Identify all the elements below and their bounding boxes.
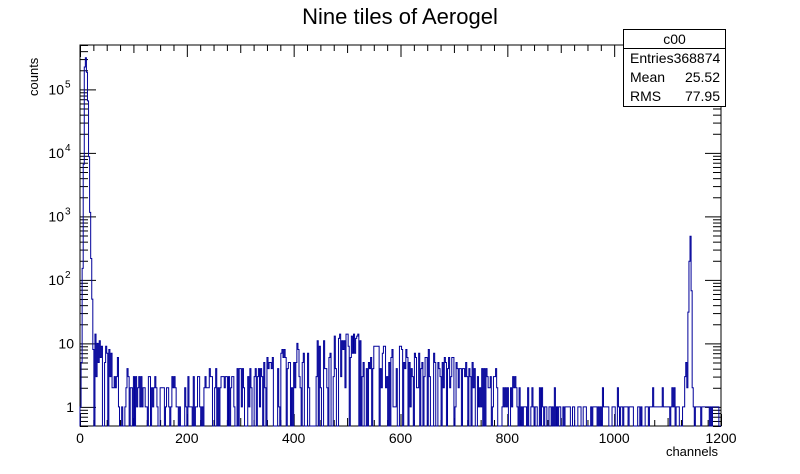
stats-box: c00 Entries 368874 Mean 25.52 RMS 77.95 — [623, 29, 726, 107]
y-tick-exponent: 3 — [65, 206, 71, 217]
x-tick-label: 400 — [282, 430, 306, 446]
histogram-line — [79, 57, 721, 427]
y-tick-label: 10 — [58, 335, 74, 351]
y-tick-exponent: 4 — [65, 143, 71, 154]
x-tick-label: 800 — [496, 430, 520, 446]
x-tick-label: 600 — [389, 430, 413, 446]
stats-box-title: c00 — [624, 30, 725, 49]
y-tick-exponent: 2 — [65, 270, 71, 281]
stats-value: 77.95 — [684, 88, 720, 104]
stats-value: 368874 — [673, 50, 721, 66]
stats-row-mean: Mean 25.52 — [624, 68, 725, 87]
x-tick-label: 0 — [76, 430, 84, 446]
stats-label: Mean — [630, 69, 666, 85]
y-tick-label: 1 — [66, 399, 74, 415]
x-tick-label: 1000 — [599, 430, 630, 446]
stats-value: 25.52 — [684, 69, 720, 85]
y-tick-exponent: 5 — [65, 79, 71, 90]
stats-label: Entries — [630, 50, 674, 66]
stats-row-entries: Entries 368874 — [624, 49, 725, 68]
x-tick-label: 200 — [175, 430, 199, 446]
x-tick-label: 1200 — [705, 430, 736, 446]
y-tick-label: 10 — [48, 145, 64, 161]
x-axis-label: channels — [665, 444, 718, 459]
stats-row-rms: RMS 77.95 — [624, 87, 725, 106]
chart-title: Nine tiles of Aerogel — [302, 4, 498, 29]
y-tick-label: 10 — [48, 81, 64, 97]
y-tick-label: 10 — [48, 208, 64, 224]
y-tick-label: 10 — [48, 272, 64, 288]
stats-label: RMS — [630, 88, 662, 104]
